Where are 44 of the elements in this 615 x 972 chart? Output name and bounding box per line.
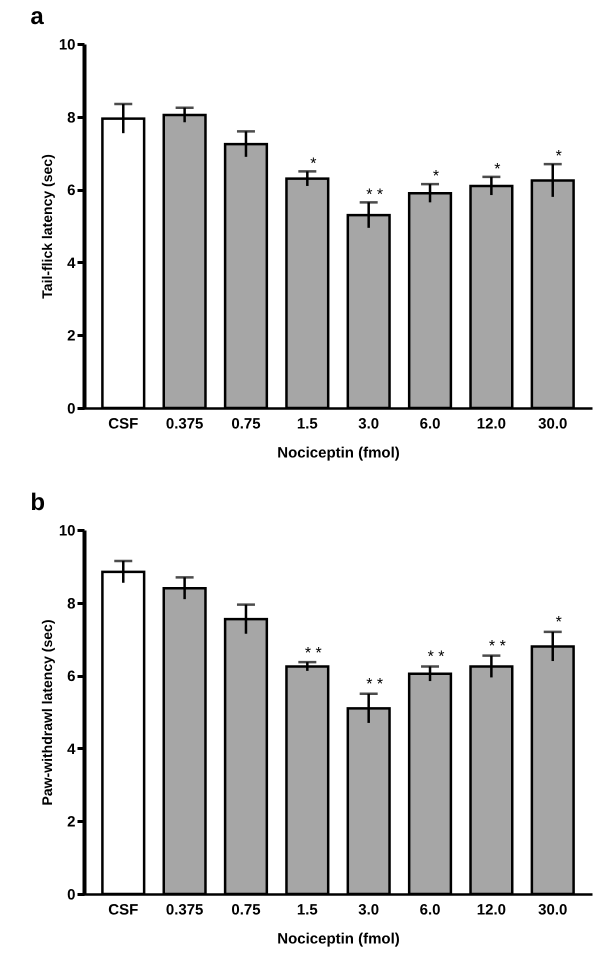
annotation: * * <box>488 638 506 655</box>
x-tick-label: 0.75 <box>231 902 261 918</box>
y-axis-title: Paw-withdrawl latency (sec) <box>38 620 55 806</box>
x-tick-label: 30.0 <box>538 902 568 918</box>
x-axis-title: Nociceptin (fmol) <box>277 444 400 462</box>
x-tick-label: CSF <box>108 416 138 432</box>
annotation: * <box>556 148 562 166</box>
y-tick-label: 2 <box>67 814 76 831</box>
x-axis-title: Nociceptin (fmol) <box>277 930 400 948</box>
y-axis-title: Tail-flick latency (sec) <box>38 154 55 299</box>
annotation: * * <box>428 648 444 666</box>
annotation: * * <box>304 645 322 662</box>
y-tick-label: 0 <box>67 886 76 904</box>
annotation: * <box>432 168 440 186</box>
x-tick-label: 0.375 <box>166 416 204 432</box>
y-tick-label: 0 <box>67 400 76 418</box>
x-tick-label: 6.0 <box>420 416 440 432</box>
x-tick-label: CSF <box>108 902 138 918</box>
x-tick-label: 30.0 <box>538 416 568 432</box>
y-tick-label: 10 <box>58 36 76 54</box>
chart-title: b <box>30 489 45 516</box>
x-tick-label: 0.75 <box>231 416 261 432</box>
y-tick-label: 4 <box>67 254 76 272</box>
annotation: * * <box>366 186 384 204</box>
annotation: * <box>556 614 562 632</box>
annotation: * <box>310 155 316 172</box>
x-tick-label: 1.5 <box>296 416 318 432</box>
x-tick-label: 0.375 <box>166 902 204 918</box>
y-tick-label: 8 <box>67 109 76 126</box>
x-tick-label: 6.0 <box>420 902 440 918</box>
y-tick-label: 4 <box>67 740 76 758</box>
x-tick-label: 3.0 <box>358 902 380 918</box>
annotation: * * <box>366 676 384 693</box>
y-tick-label: 2 <box>67 328 76 345</box>
x-tick-label: 12.0 <box>476 416 506 432</box>
y-tick-label: 8 <box>67 595 76 612</box>
x-tick-label: 1.5 <box>296 902 318 918</box>
y-tick-label: 10 <box>58 522 76 540</box>
chart-title: a <box>30 3 44 30</box>
y-tick-label: 6 <box>67 182 76 200</box>
y-tick-label: 6 <box>67 668 76 686</box>
annotation: * <box>494 160 500 178</box>
x-tick-label: 12.0 <box>476 902 506 918</box>
x-tick-label: 3.0 <box>358 416 380 432</box>
